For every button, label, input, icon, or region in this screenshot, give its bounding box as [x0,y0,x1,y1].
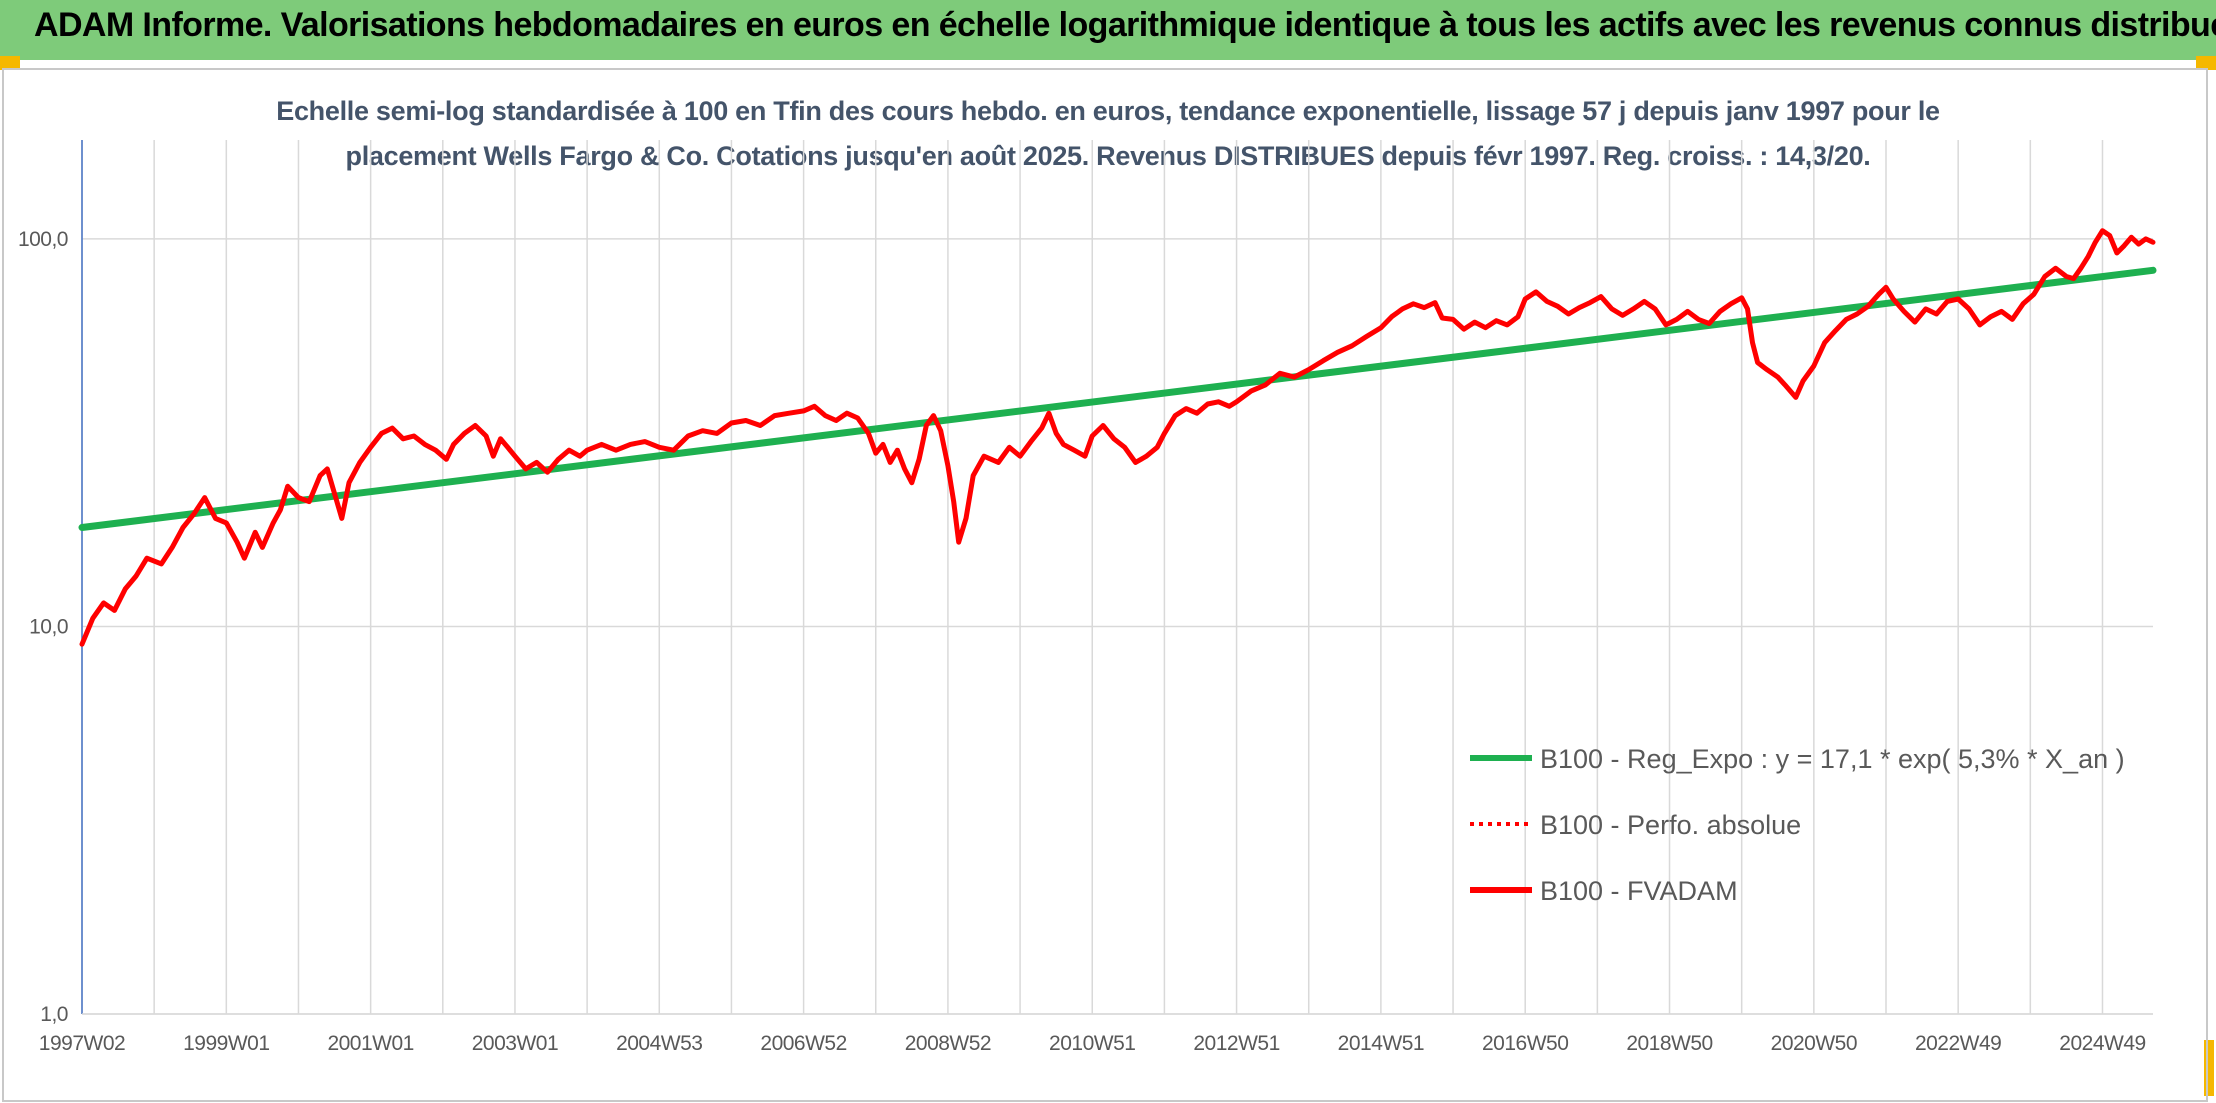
y-tick-label: 1,0 [40,1003,68,1026]
x-tick-label: 2006W52 [760,1032,846,1055]
fvadam-series [79,228,2156,647]
header-bar: ADAM Informe. Valorisations hebdomadaire… [0,0,2216,60]
x-tick-label: 1997W02 [39,1032,125,1055]
x-tick-label: 2010W51 [1049,1032,1135,1055]
chart-title-line-2: placement Wells Fargo & Co. Cotations ju… [345,141,1871,171]
x-tick-label: 2014W51 [1338,1032,1424,1055]
series [78,228,2157,647]
grid [81,140,2153,1015]
axes: 1,0 10,0 100,0 1997W02 1999W01 2001W01 2003W01… [18,140,2153,1055]
legend-trend-label: B100 - Reg_Expo : y = 17,1 * exp( 5,3% *… [1540,744,2125,774]
x-tick-label: 2018W50 [1626,1032,1712,1055]
y-tick-label: 10,0 [29,615,68,638]
corner-marker-bottom-right [2204,1040,2214,1096]
corner-marker-left [0,56,20,70]
x-tick-label: 2003W01 [472,1032,558,1055]
x-tick-label: 2001W01 [327,1032,413,1055]
legend: B100 - Reg_Expo : y = 17,1 * exp( 5,3% *… [1470,744,2125,906]
legend-fvadam-label: B100 - FVADAM [1540,876,1738,906]
chart-frame [2,68,2208,1102]
corner-marker-right [2196,56,2216,70]
x-tick-label: 1999W01 [183,1032,269,1055]
x-tick-label: 2020W50 [1771,1032,1857,1055]
x-tick-label: 2012W51 [1193,1032,1279,1055]
chart-title-line-1: Echelle semi-log standardisée à 100 en T… [276,96,1940,126]
header-title: ADAM Informe. Valorisations hebdomadaire… [34,6,2216,44]
x-tick-label: 2008W52 [905,1032,991,1055]
x-tick-label: 2024W49 [2059,1032,2145,1055]
y-tick-label: 100,0 [18,228,68,251]
legend-perfo-absolue-label: B100 - Perfo. absolue [1540,810,1801,840]
x-tick-label: 2016W50 [1482,1032,1568,1055]
x-tick-label: 2004W53 [616,1032,702,1055]
trend-line-series [78,266,2157,531]
x-tick-label: 2022W49 [1915,1032,2001,1055]
